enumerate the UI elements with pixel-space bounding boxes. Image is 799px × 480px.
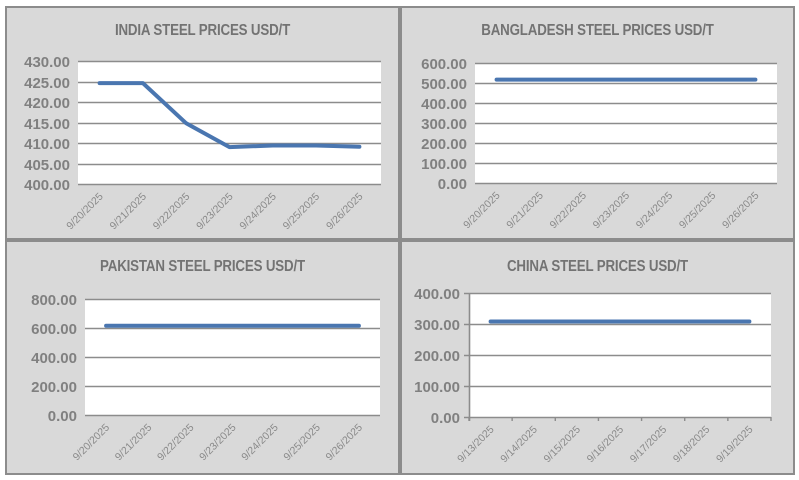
x-tick-label: 9/25/2025 (677, 190, 719, 232)
y-tick-label: 200.00 (31, 379, 77, 396)
y-tick-label: 410.00 (24, 136, 70, 153)
chart-title: PAKISTAN STEEL PRICES USD/T (100, 258, 305, 275)
y-tick-label: 0.00 (438, 176, 467, 193)
x-tick-label: 9/23/2025 (194, 191, 236, 233)
x-tick-label: 9/25/2025 (281, 422, 323, 464)
y-tick-label: 600.00 (31, 321, 77, 338)
x-tick-label: 9/15/2025 (541, 424, 583, 466)
x-tick-label: 9/22/2025 (547, 190, 589, 232)
x-tick-label: 9/18/2025 (671, 424, 713, 466)
x-tick-label: 9/19/2025 (714, 424, 756, 466)
plot-area (78, 61, 381, 184)
y-tick-label: 425.00 (24, 75, 70, 92)
y-tick-label: 300.00 (414, 317, 460, 334)
y-tick-label: 0.00 (431, 410, 460, 427)
y-tick-label: 200.00 (414, 348, 460, 365)
x-tick-label: 9/23/2025 (197, 422, 239, 464)
x-tick-label: 9/21/2025 (108, 191, 150, 233)
x-tick-label: 9/16/2025 (585, 424, 627, 466)
x-tick-label: 9/20/2025 (64, 191, 106, 233)
x-tick-label: 9/21/2025 (113, 422, 155, 464)
x-tick-label: 9/24/2025 (237, 191, 279, 233)
chart-title: CHINA STEEL PRICES USD/T (506, 258, 689, 275)
y-tick-label: 420.00 (24, 95, 70, 112)
line-chart: 400.00 405.00 410.00 415.00 420.00 425.00 430.… (24, 54, 381, 233)
y-tick-label: 415.00 (24, 116, 70, 133)
y-tick-label: 400.00 (31, 350, 77, 367)
line-chart: 0.00 100.00 200.00 300.00 400.00 500.00 600.00… (421, 56, 777, 232)
x-tick-label: 9/26/2025 (324, 191, 366, 233)
chart-panel-india: INDIA STEEL PRICES USD/T 400.00 405.00 410… (5, 6, 400, 240)
chart-panel-bangladesh: BANGLADESH STEEL PRICES USD/T 0.00 100.00… (400, 6, 795, 240)
x-tick-label: 9/17/2025 (628, 424, 670, 466)
x-tick-label: 9/24/2025 (239, 422, 281, 464)
y-tick-label: 500.00 (421, 76, 467, 93)
y-tick-label: 800.00 (31, 292, 77, 309)
y-tick-label: 100.00 (421, 156, 467, 173)
x-tick-label: 9/22/2025 (155, 422, 197, 464)
y-tick-label: 300.00 (421, 116, 467, 133)
chart-panel-pakistan: PAKISTAN STEEL PRICES USD/T 0.00 200.00 40… (5, 240, 400, 475)
y-tick-label: 100.00 (414, 379, 460, 396)
chart-panel-china: CHINA STEEL PRICES USD/T 0.00 100.00 200.0… (400, 240, 795, 475)
x-tick-label: 9/13/2025 (455, 424, 497, 466)
x-tick-label: 9/20/2025 (71, 422, 113, 464)
x-tick-label: 9/25/2025 (281, 191, 323, 233)
y-tick-label: 600.00 (421, 56, 467, 73)
y-tick-label: 405.00 (24, 157, 70, 174)
y-tick-label: 430.00 (24, 54, 70, 71)
chart-title: INDIA STEEL PRICES USD/T (114, 22, 291, 39)
x-tick-label: 9/26/2025 (324, 422, 366, 464)
x-tick-label: 9/26/2025 (720, 190, 762, 232)
x-tick-label: 9/20/2025 (461, 190, 503, 232)
x-tick-label: 9/22/2025 (151, 191, 193, 233)
y-tick-label: 400.00 (414, 286, 460, 303)
series-line (97, 81, 362, 150)
y-tick-label: 200.00 (421, 136, 467, 153)
x-tick-label: 9/24/2025 (634, 190, 676, 232)
x-tick-label: 9/21/2025 (504, 190, 546, 232)
chart-title: BANGLADESH STEEL PRICES USD/T (481, 22, 714, 39)
y-tick-label: 400.00 (421, 96, 467, 113)
x-tick-label: 9/23/2025 (591, 190, 633, 232)
y-tick-label: 0.00 (48, 408, 77, 425)
y-tick-label: 400.00 (24, 177, 70, 194)
x-tick-label: 9/14/2025 (498, 424, 540, 466)
